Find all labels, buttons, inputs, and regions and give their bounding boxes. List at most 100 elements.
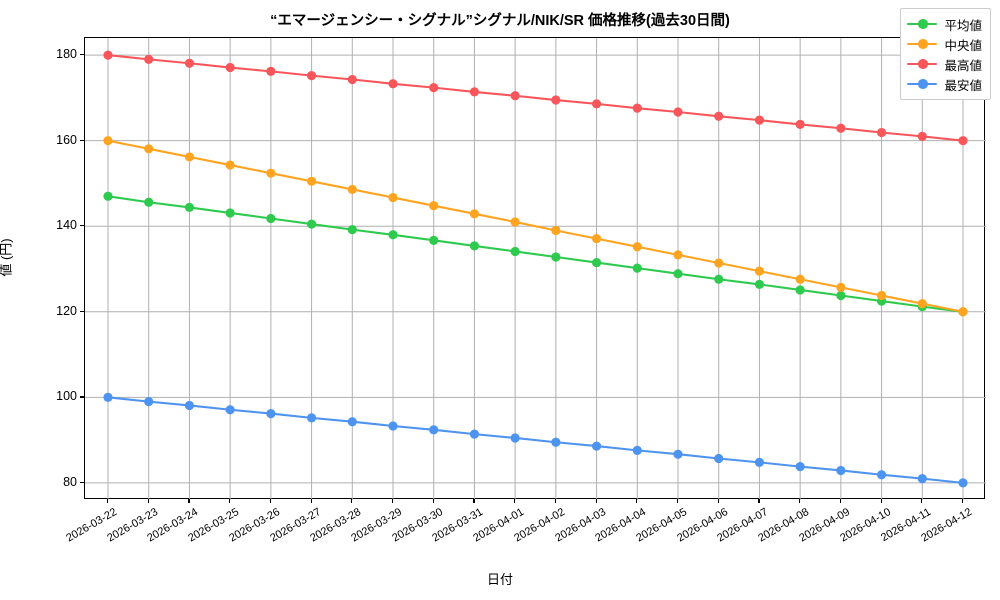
data-point[interactable] bbox=[144, 197, 154, 207]
data-point[interactable] bbox=[306, 219, 317, 229]
data-point[interactable] bbox=[184, 58, 195, 68]
x-tick-mark bbox=[636, 499, 638, 503]
data-point[interactable] bbox=[510, 433, 520, 443]
data-point[interactable] bbox=[225, 160, 235, 170]
data-point[interactable] bbox=[958, 478, 968, 488]
data-point[interactable] bbox=[184, 152, 195, 162]
data-point[interactable] bbox=[795, 274, 805, 284]
x-tick-mark bbox=[921, 499, 923, 503]
data-point[interactable] bbox=[714, 111, 724, 121]
data-point[interactable] bbox=[388, 192, 398, 203]
data-point[interactable] bbox=[551, 252, 561, 262]
data-point[interactable] bbox=[754, 279, 765, 289]
data-point[interactable] bbox=[917, 299, 927, 309]
x-tick-mark bbox=[880, 499, 882, 503]
data-point[interactable] bbox=[632, 445, 642, 455]
data-point[interactable] bbox=[266, 168, 276, 178]
data-point[interactable] bbox=[591, 234, 602, 244]
data-point[interactable] bbox=[469, 241, 480, 251]
data-point[interactable] bbox=[225, 208, 235, 218]
data-point[interactable] bbox=[673, 107, 683, 117]
data-point[interactable] bbox=[795, 119, 805, 130]
data-point[interactable] bbox=[184, 400, 195, 411]
data-point[interactable] bbox=[184, 202, 195, 212]
data-point[interactable] bbox=[347, 184, 357, 195]
data-point[interactable] bbox=[429, 83, 439, 93]
data-point[interactable] bbox=[510, 246, 520, 257]
data-point[interactable] bbox=[429, 425, 439, 435]
legend-marker-median bbox=[907, 37, 938, 51]
data-point[interactable] bbox=[225, 62, 235, 73]
legend-item[interactable]: 平均値 bbox=[907, 14, 982, 34]
data-point[interactable] bbox=[429, 235, 439, 245]
data-point[interactable] bbox=[388, 79, 398, 89]
data-point[interactable] bbox=[836, 282, 846, 292]
data-point[interactable] bbox=[551, 225, 561, 236]
data-point[interactable] bbox=[266, 213, 276, 224]
data-point[interactable] bbox=[469, 87, 480, 97]
data-point[interactable] bbox=[551, 95, 561, 105]
data-point[interactable] bbox=[673, 269, 683, 279]
data-point[interactable] bbox=[144, 144, 154, 154]
data-point[interactable] bbox=[714, 258, 724, 268]
data-point[interactable] bbox=[429, 201, 439, 211]
data-point[interactable] bbox=[795, 285, 805, 295]
data-point[interactable] bbox=[917, 474, 927, 484]
data-point[interactable] bbox=[754, 115, 765, 125]
data-point[interactable] bbox=[754, 457, 765, 467]
data-point[interactable] bbox=[673, 449, 683, 459]
legend-item[interactable]: 最安値 bbox=[907, 74, 982, 94]
data-point[interactable] bbox=[836, 290, 846, 301]
data-point[interactable] bbox=[917, 131, 927, 141]
data-point[interactable] bbox=[510, 217, 520, 227]
x-tick-mark bbox=[310, 499, 312, 503]
data-point[interactable] bbox=[306, 71, 317, 81]
data-point[interactable] bbox=[144, 397, 154, 407]
data-point[interactable] bbox=[103, 50, 113, 60]
data-point[interactable] bbox=[347, 225, 357, 235]
data-point[interactable] bbox=[510, 91, 520, 101]
data-point[interactable] bbox=[754, 266, 765, 276]
data-point[interactable] bbox=[266, 66, 276, 76]
data-point[interactable] bbox=[266, 408, 276, 419]
data-point[interactable] bbox=[469, 209, 480, 219]
data-point[interactable] bbox=[958, 307, 968, 317]
data-point[interactable] bbox=[103, 392, 113, 402]
legend-item[interactable]: 最高値 bbox=[907, 54, 982, 74]
data-point[interactable] bbox=[632, 103, 642, 113]
data-point[interactable] bbox=[103, 191, 113, 201]
data-point[interactable] bbox=[876, 290, 887, 301]
data-point[interactable] bbox=[795, 462, 805, 472]
data-point[interactable] bbox=[876, 470, 887, 480]
data-point[interactable] bbox=[673, 250, 683, 260]
data-point[interactable] bbox=[469, 429, 480, 439]
x-axis-label: 日付 bbox=[486, 572, 513, 587]
data-point[interactable] bbox=[388, 230, 398, 240]
data-point[interactable] bbox=[551, 437, 561, 447]
x-tick-mark bbox=[392, 499, 394, 503]
data-point[interactable] bbox=[714, 274, 724, 284]
data-point[interactable] bbox=[591, 257, 602, 268]
legend-marker-mean bbox=[907, 17, 938, 31]
data-point[interactable] bbox=[591, 441, 602, 451]
data-point[interactable] bbox=[388, 421, 398, 431]
data-point[interactable] bbox=[306, 413, 317, 423]
data-point[interactable] bbox=[876, 127, 887, 138]
data-point[interactable] bbox=[632, 263, 642, 273]
data-point[interactable] bbox=[347, 417, 357, 427]
data-point[interactable] bbox=[225, 405, 235, 415]
data-point[interactable] bbox=[836, 123, 846, 133]
data-point[interactable] bbox=[836, 465, 846, 476]
data-point[interactable] bbox=[306, 176, 317, 186]
data-point[interactable] bbox=[144, 54, 154, 64]
data-point[interactable] bbox=[632, 242, 642, 252]
data-point[interactable] bbox=[958, 136, 968, 146]
x-tick-mark bbox=[473, 499, 475, 503]
data-point[interactable] bbox=[591, 99, 602, 109]
x-tick-mark bbox=[107, 499, 109, 503]
x-tick-mark bbox=[188, 499, 190, 503]
data-point[interactable] bbox=[714, 453, 724, 464]
data-point[interactable] bbox=[347, 74, 357, 85]
data-point[interactable] bbox=[103, 136, 113, 146]
legend-item[interactable]: 中央値 bbox=[907, 34, 982, 54]
